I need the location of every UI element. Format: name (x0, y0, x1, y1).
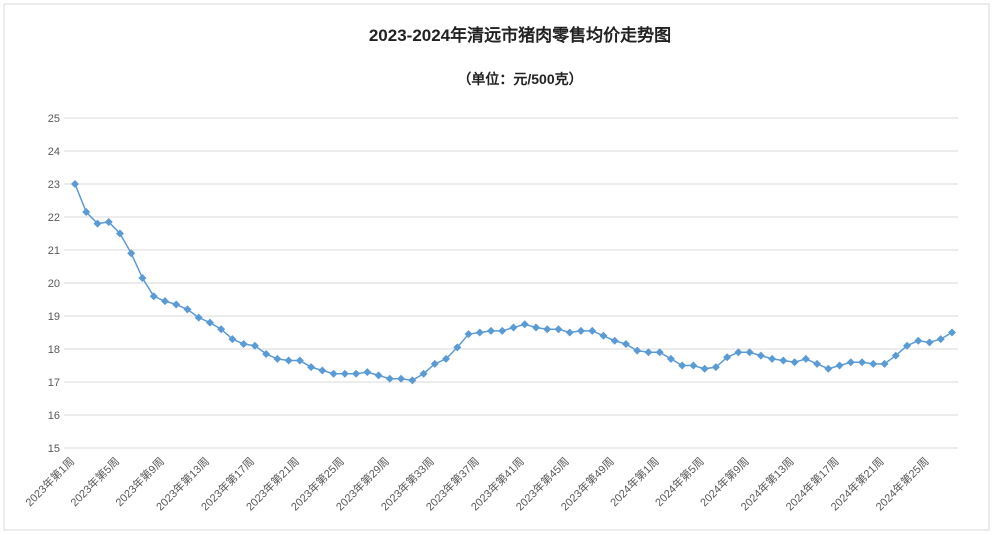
marker (363, 368, 372, 377)
marker (835, 361, 844, 370)
marker (475, 328, 484, 337)
marker (880, 359, 889, 368)
y-tick-label: 17 (48, 377, 60, 389)
marker (509, 323, 518, 332)
marker (520, 320, 529, 329)
marker (948, 328, 956, 337)
marker (734, 348, 743, 357)
marker (397, 374, 406, 383)
marker (621, 340, 630, 349)
marker (903, 341, 912, 350)
marker (801, 354, 810, 363)
marker (71, 180, 79, 188)
marker (194, 313, 203, 322)
marker (858, 358, 867, 367)
y-tick-label: 18 (48, 344, 60, 356)
marker (138, 274, 147, 283)
marker (183, 305, 192, 314)
marker (633, 346, 642, 355)
marker (869, 359, 878, 368)
marker (408, 376, 417, 385)
marker (891, 351, 900, 360)
marker (824, 364, 833, 373)
marker (576, 326, 585, 335)
marker (723, 353, 732, 362)
marker (644, 348, 653, 357)
y-tick-label: 21 (48, 245, 60, 257)
marker (250, 341, 259, 350)
marker (925, 338, 934, 347)
marker (655, 348, 664, 357)
marker (318, 366, 327, 375)
marker (846, 358, 855, 367)
marker (487, 326, 496, 335)
y-tick-label: 23 (48, 179, 60, 191)
marker (329, 369, 338, 378)
marker (779, 356, 788, 365)
marker (205, 318, 214, 327)
marker (82, 208, 91, 217)
marker (127, 249, 136, 258)
marker (419, 369, 428, 378)
marker (284, 356, 293, 365)
y-tick-label: 16 (48, 410, 60, 422)
marker (745, 348, 754, 357)
marker (352, 369, 361, 378)
y-tick-label: 25 (48, 113, 60, 125)
marker (711, 363, 720, 372)
marker (160, 297, 169, 306)
marker (936, 335, 945, 344)
y-tick-label: 15 (48, 443, 60, 455)
marker (756, 351, 765, 360)
marker (228, 335, 237, 344)
marker (430, 359, 439, 368)
marker (678, 361, 687, 370)
marker (149, 292, 158, 301)
marker (464, 330, 473, 339)
marker (689, 361, 698, 370)
marker (273, 354, 282, 363)
marker (453, 343, 462, 352)
marker (554, 325, 563, 334)
marker (498, 326, 507, 335)
marker (700, 364, 709, 373)
marker (385, 374, 394, 383)
marker (374, 371, 383, 380)
marker (610, 336, 619, 345)
marker (914, 336, 923, 345)
marker (307, 363, 316, 372)
marker (217, 325, 226, 334)
marker (768, 354, 777, 363)
marker (115, 229, 124, 238)
marker (172, 300, 181, 309)
marker (599, 331, 608, 340)
marker (790, 358, 799, 367)
marker (340, 369, 349, 378)
marker (588, 326, 597, 335)
chart-border (3, 3, 990, 531)
chart-subtitle: （单位：元/500克） (457, 71, 582, 87)
marker (295, 356, 304, 365)
marker (262, 349, 271, 358)
y-tick-label: 20 (48, 278, 60, 290)
marker (813, 359, 822, 368)
marker (565, 328, 574, 337)
marker (104, 217, 113, 226)
marker (93, 219, 102, 228)
marker (543, 325, 552, 334)
marker (531, 323, 540, 332)
marker (239, 340, 248, 349)
marker (442, 354, 451, 363)
marker (666, 354, 675, 363)
y-tick-label: 19 (48, 311, 60, 323)
chart-title: 2023-2024年清远市猪肉零售均价走势图 (369, 25, 671, 45)
y-tick-label: 24 (48, 146, 60, 158)
y-tick-label: 22 (48, 212, 60, 224)
